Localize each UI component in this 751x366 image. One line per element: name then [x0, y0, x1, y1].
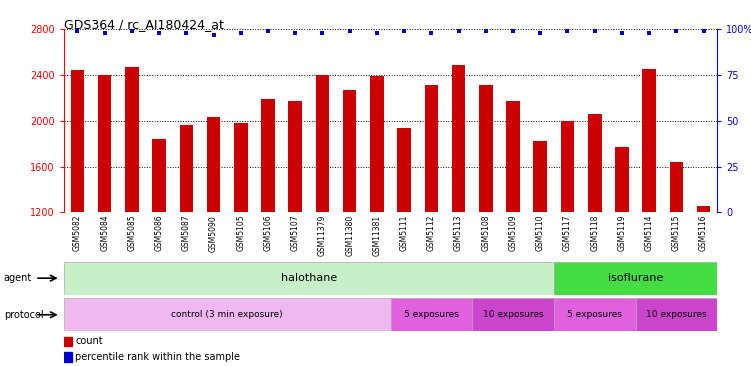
- Text: GSM5085: GSM5085: [128, 215, 137, 251]
- Bar: [642, 69, 656, 350]
- Point: [589, 28, 601, 34]
- Bar: [64, 352, 72, 362]
- Point: [643, 30, 655, 36]
- Text: GSM5107: GSM5107: [291, 215, 300, 251]
- Point: [562, 28, 574, 34]
- Bar: [64, 298, 391, 331]
- Bar: [424, 85, 438, 350]
- Bar: [179, 125, 193, 350]
- Text: 10 exposures: 10 exposures: [646, 310, 707, 319]
- Bar: [472, 298, 554, 331]
- Point: [235, 30, 247, 36]
- Point: [289, 30, 301, 36]
- Bar: [670, 162, 683, 350]
- Point: [507, 28, 519, 34]
- Bar: [288, 101, 302, 350]
- Bar: [152, 139, 166, 350]
- Bar: [71, 70, 84, 350]
- Text: GSM5119: GSM5119: [617, 215, 626, 251]
- Bar: [391, 298, 472, 331]
- Point: [371, 30, 383, 36]
- Point: [180, 30, 192, 36]
- Point: [480, 28, 492, 34]
- Bar: [452, 65, 466, 350]
- Text: GSM5113: GSM5113: [454, 215, 463, 251]
- Bar: [554, 262, 717, 295]
- Text: GSM11381: GSM11381: [372, 215, 382, 256]
- Text: GSM5084: GSM5084: [100, 215, 109, 251]
- Point: [262, 28, 274, 34]
- Text: GSM5115: GSM5115: [672, 215, 681, 251]
- Text: percentile rank within the sample: percentile rank within the sample: [75, 352, 240, 362]
- Text: GSM5106: GSM5106: [264, 215, 273, 251]
- Text: count: count: [75, 336, 103, 347]
- Bar: [125, 67, 139, 350]
- Point: [126, 28, 138, 34]
- Bar: [64, 337, 72, 346]
- Bar: [207, 117, 220, 350]
- Text: GSM5086: GSM5086: [155, 215, 164, 251]
- Text: GSM5111: GSM5111: [400, 215, 409, 251]
- Point: [71, 28, 83, 34]
- Text: 5 exposures: 5 exposures: [404, 310, 459, 319]
- Text: 5 exposures: 5 exposures: [567, 310, 622, 319]
- Bar: [697, 206, 710, 350]
- Text: halothane: halothane: [281, 273, 337, 283]
- Bar: [64, 262, 554, 295]
- Point: [534, 30, 546, 36]
- Text: GSM5082: GSM5082: [73, 215, 82, 251]
- Text: GSM5087: GSM5087: [182, 215, 191, 251]
- Bar: [561, 121, 575, 350]
- Bar: [615, 147, 629, 350]
- Bar: [506, 101, 520, 350]
- Text: control (3 min exposure): control (3 min exposure): [171, 310, 283, 319]
- Point: [425, 30, 437, 36]
- Point: [698, 28, 710, 34]
- Point: [344, 28, 356, 34]
- Bar: [370, 76, 384, 350]
- Point: [153, 30, 165, 36]
- Bar: [343, 90, 357, 350]
- Text: GSM5117: GSM5117: [563, 215, 572, 251]
- Text: isoflurane: isoflurane: [608, 273, 663, 283]
- Bar: [554, 298, 635, 331]
- Point: [207, 32, 219, 38]
- Point: [98, 30, 110, 36]
- Text: GSM5109: GSM5109: [508, 215, 517, 251]
- Text: GSM5090: GSM5090: [209, 215, 218, 251]
- Text: 10 exposures: 10 exposures: [483, 310, 543, 319]
- Bar: [261, 99, 275, 350]
- Point: [453, 28, 465, 34]
- Text: GDS364 / rc_AI180424_at: GDS364 / rc_AI180424_at: [64, 18, 224, 31]
- Text: protocol: protocol: [4, 310, 44, 320]
- Text: GSM5108: GSM5108: [481, 215, 490, 251]
- Bar: [315, 75, 329, 350]
- Text: GSM5116: GSM5116: [699, 215, 708, 251]
- Point: [398, 28, 410, 34]
- Text: GSM5112: GSM5112: [427, 215, 436, 251]
- Text: GSM5110: GSM5110: [535, 215, 544, 251]
- Point: [616, 30, 628, 36]
- Text: GSM5114: GSM5114: [644, 215, 653, 251]
- Bar: [479, 85, 493, 350]
- Bar: [234, 123, 248, 350]
- Bar: [588, 114, 602, 350]
- Point: [671, 28, 683, 34]
- Text: GSM11380: GSM11380: [345, 215, 354, 256]
- Bar: [397, 128, 411, 350]
- Bar: [635, 298, 717, 331]
- Point: [316, 30, 328, 36]
- Text: GSM5105: GSM5105: [237, 215, 246, 251]
- Text: GSM11379: GSM11379: [318, 215, 327, 256]
- Bar: [98, 75, 111, 350]
- Bar: [533, 141, 547, 350]
- Text: GSM5118: GSM5118: [590, 215, 599, 251]
- Text: agent: agent: [4, 273, 32, 283]
